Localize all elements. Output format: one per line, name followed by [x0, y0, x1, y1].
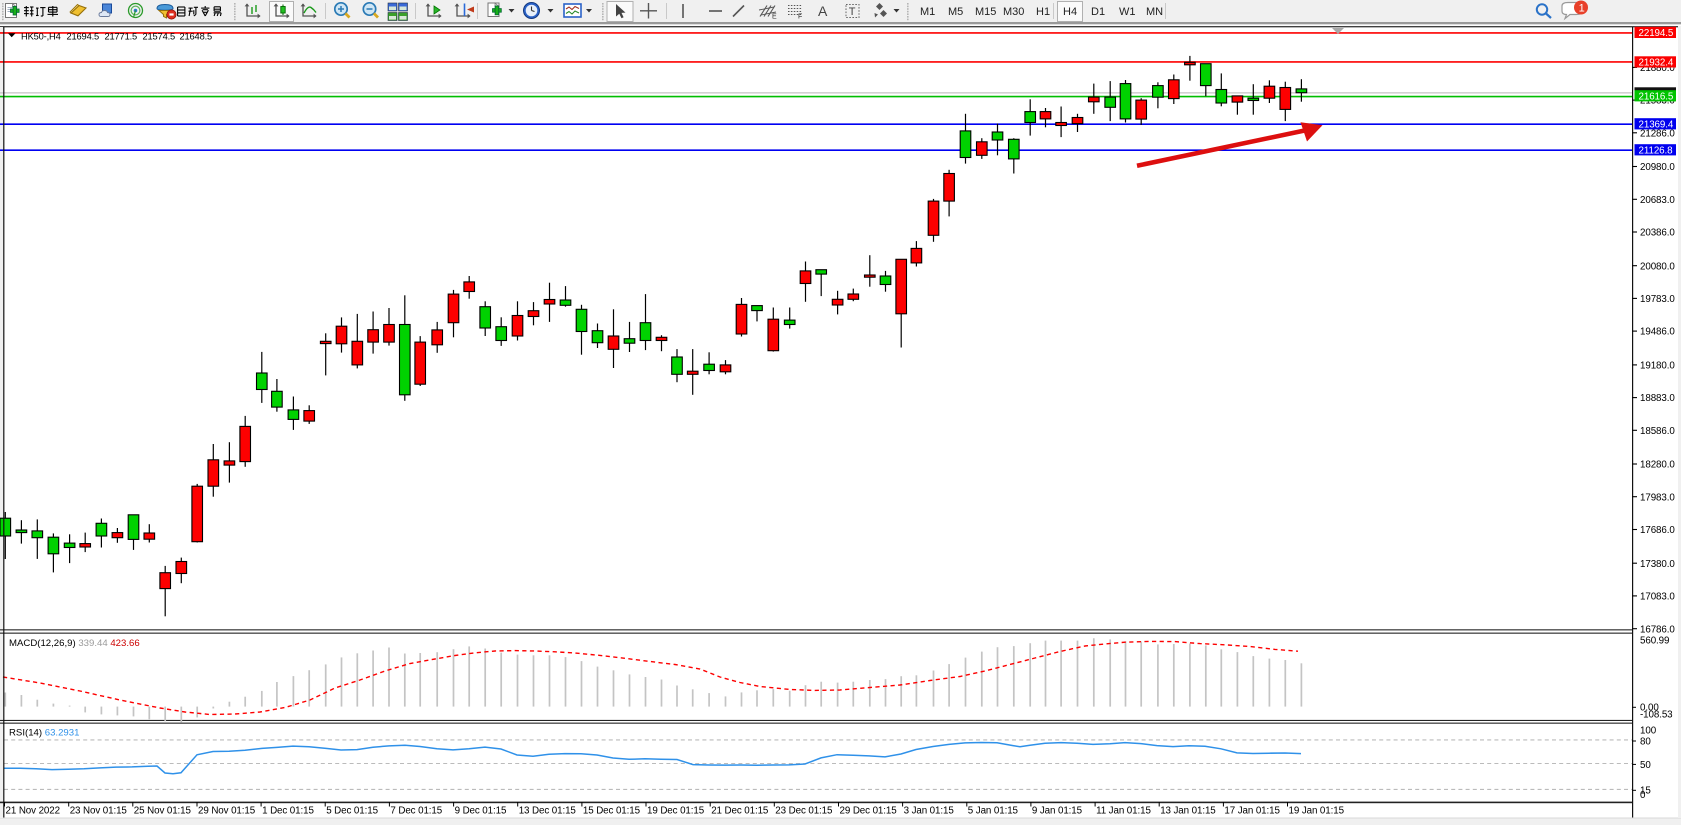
svg-text:17 Jan 01:15: 17 Jan 01:15	[1224, 806, 1280, 817]
svg-text:19 Dec 01:15: 19 Dec 01:15	[647, 806, 705, 817]
svg-text:21574.5: 21574.5	[143, 31, 176, 41]
svg-text:21694.5: 21694.5	[67, 31, 100, 41]
svg-text:20980.0: 20980.0	[1640, 162, 1675, 173]
svg-text:25 Nov 01:15: 25 Nov 01:15	[134, 806, 192, 817]
svg-text:20080.0: 20080.0	[1640, 261, 1675, 272]
svg-text:15 Dec 01:15: 15 Dec 01:15	[583, 806, 641, 817]
svg-text:21 Nov 2022: 21 Nov 2022	[6, 806, 60, 817]
svg-text:M15: M15	[975, 6, 996, 18]
svg-text:T: T	[849, 6, 856, 18]
svg-text:9 Jan 01:15: 9 Jan 01:15	[1032, 806, 1083, 817]
svg-text:HK50-,H4: HK50-,H4	[21, 31, 61, 41]
svg-text:19 Jan 01:15: 19 Jan 01:15	[1289, 806, 1345, 817]
svg-text:19783.0: 19783.0	[1640, 294, 1675, 305]
svg-text:17686.0: 17686.0	[1640, 525, 1675, 536]
svg-text:13 Dec 01:15: 13 Dec 01:15	[519, 806, 577, 817]
svg-text:H4: H4	[1063, 6, 1077, 18]
svg-text:29 Nov 01:15: 29 Nov 01:15	[198, 806, 256, 817]
svg-text:1: 1	[1579, 3, 1585, 15]
svg-text:17083.0: 17083.0	[1640, 592, 1675, 603]
svg-text:18883.0: 18883.0	[1640, 393, 1675, 404]
svg-text:15: 15	[1640, 786, 1651, 797]
svg-text:100: 100	[1640, 726, 1657, 737]
svg-text:9 Dec 01:15: 9 Dec 01:15	[455, 806, 507, 817]
svg-text:MN: MN	[1146, 6, 1163, 18]
svg-text:21 Dec 01:15: 21 Dec 01:15	[711, 806, 769, 817]
svg-text:21286.0: 21286.0	[1640, 128, 1675, 139]
svg-text:-108.53: -108.53	[1640, 710, 1673, 721]
svg-text:17983.0: 17983.0	[1640, 492, 1675, 503]
svg-text:11 Jan 01:15: 11 Jan 01:15	[1096, 806, 1151, 817]
svg-text:21771.5: 21771.5	[105, 31, 138, 41]
svg-text:RSI(14) 63.2931: RSI(14) 63.2931	[9, 728, 79, 739]
svg-text:0.00: 0.00	[1640, 703, 1659, 714]
svg-text:80: 80	[1640, 736, 1651, 747]
svg-text:7 Dec 01:15: 7 Dec 01:15	[390, 806, 442, 817]
svg-text:21616.5: 21616.5	[1639, 92, 1674, 103]
svg-text:20683.0: 20683.0	[1640, 195, 1675, 206]
svg-text:18280.0: 18280.0	[1640, 460, 1675, 471]
svg-text:21648.5: 21648.5	[180, 31, 213, 41]
svg-text:50: 50	[1640, 760, 1651, 771]
svg-text:16786.0: 16786.0	[1640, 624, 1675, 635]
svg-text:19486.0: 19486.0	[1640, 327, 1675, 338]
svg-text:23 Nov 01:15: 23 Nov 01:15	[70, 806, 128, 817]
svg-text:W1: W1	[1119, 6, 1136, 18]
svg-text:M5: M5	[948, 6, 963, 18]
svg-text:13 Jan 01:15: 13 Jan 01:15	[1160, 806, 1216, 817]
svg-text:21126.8: 21126.8	[1639, 146, 1674, 157]
svg-text:E: E	[772, 14, 777, 21]
svg-text:M1: M1	[920, 6, 935, 18]
svg-text:21932.4: 21932.4	[1639, 58, 1674, 69]
svg-text:D1: D1	[1091, 6, 1105, 18]
svg-text:20386.0: 20386.0	[1640, 228, 1675, 239]
svg-text:MACD(12,26,9) 339.44 423.66: MACD(12,26,9) 339.44 423.66	[9, 638, 140, 649]
svg-text:1 Dec 01:15: 1 Dec 01:15	[262, 806, 314, 817]
svg-text:18586.0: 18586.0	[1640, 426, 1675, 437]
svg-text:29 Dec 01:15: 29 Dec 01:15	[840, 806, 898, 817]
svg-text:A: A	[818, 3, 828, 19]
svg-text:3 Jan 01:15: 3 Jan 01:15	[904, 806, 955, 817]
svg-text:F: F	[798, 14, 802, 21]
svg-text:M30: M30	[1003, 6, 1024, 18]
svg-text:22194.5: 22194.5	[1639, 28, 1674, 39]
svg-text:0: 0	[1640, 790, 1646, 801]
svg-text:5 Jan 01:15: 5 Jan 01:15	[968, 806, 1019, 817]
svg-text:21369.4: 21369.4	[1639, 120, 1674, 131]
svg-text:19180.0: 19180.0	[1640, 361, 1675, 372]
svg-text:560.99: 560.99	[1640, 636, 1669, 647]
svg-text:5 Dec 01:15: 5 Dec 01:15	[326, 806, 378, 817]
svg-text:21880.0: 21880.0	[1640, 63, 1675, 74]
svg-text:23 Dec 01:15: 23 Dec 01:15	[775, 806, 833, 817]
svg-text:H1: H1	[1036, 6, 1050, 18]
svg-text:17380.0: 17380.0	[1640, 559, 1675, 570]
